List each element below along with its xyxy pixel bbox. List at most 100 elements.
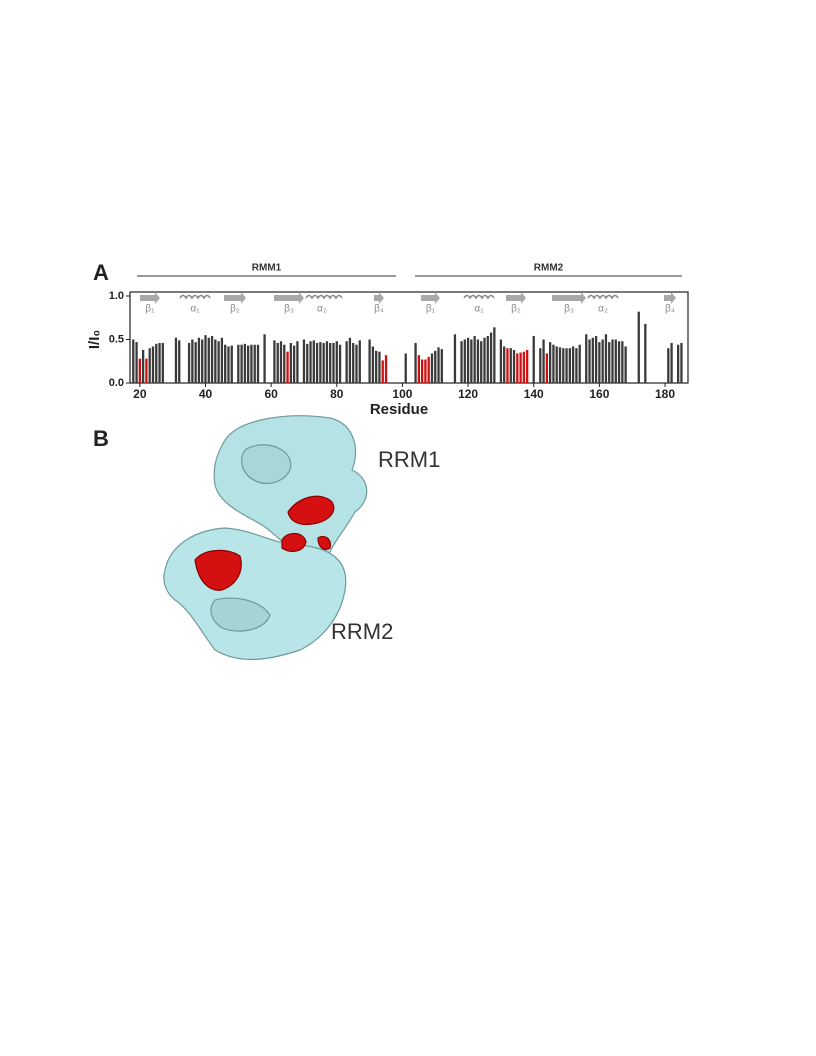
- bar: [499, 339, 503, 383]
- x-tick-label: 160: [589, 387, 609, 401]
- bar: [483, 337, 486, 383]
- bar: [384, 355, 388, 383]
- x-tick-label: 180: [655, 387, 675, 401]
- bar: [368, 339, 371, 383]
- bar: [214, 339, 217, 383]
- bar: [414, 342, 417, 383]
- bar: [292, 345, 296, 383]
- ss-label: α₂: [317, 304, 327, 315]
- bar: [224, 344, 227, 383]
- bar: [191, 339, 194, 383]
- bar: [417, 355, 420, 383]
- bar: [286, 351, 289, 383]
- bar: [489, 332, 493, 383]
- bar: [466, 337, 470, 383]
- x-axis-label: Residue: [370, 401, 428, 418]
- ss-label: β₄: [665, 304, 675, 315]
- bar: [526, 349, 529, 383]
- bar: [381, 360, 384, 383]
- bar: [601, 339, 604, 383]
- strand-arrow: [421, 292, 440, 304]
- bar: [306, 343, 309, 383]
- x-tick-label: 20: [133, 387, 147, 401]
- bar: [516, 353, 519, 383]
- bar: [302, 339, 306, 383]
- bar: [585, 334, 588, 383]
- y-tick-label: 0.0: [109, 377, 124, 389]
- ss-label: β₂: [511, 304, 521, 315]
- bar: [611, 339, 614, 383]
- bar: [201, 339, 204, 383]
- bar: [539, 348, 542, 383]
- bar: [624, 346, 627, 383]
- bar: [430, 353, 434, 383]
- bar: [598, 342, 601, 383]
- bar: [348, 337, 352, 383]
- bar: [378, 351, 381, 383]
- bar: [437, 347, 440, 383]
- bar: [548, 342, 552, 383]
- ss-label: β₄: [374, 304, 384, 315]
- bar: [335, 341, 338, 383]
- bar: [322, 342, 325, 383]
- structure-label: RRM1: [378, 447, 440, 472]
- bar: [509, 348, 512, 383]
- helix-coil: [463, 294, 495, 300]
- bar: [542, 339, 545, 383]
- bar: [473, 336, 476, 383]
- bar: [319, 342, 322, 383]
- bar: [562, 348, 565, 383]
- bar: [135, 342, 138, 383]
- bar: [355, 344, 358, 383]
- bar: [680, 342, 683, 383]
- bar: [148, 348, 151, 383]
- x-tick-label: 120: [458, 387, 478, 401]
- bar: [315, 342, 319, 383]
- strand-arrow: [506, 292, 526, 304]
- bar: [427, 356, 430, 383]
- bar: [247, 345, 250, 383]
- bar: [565, 348, 568, 383]
- bar: [309, 341, 312, 383]
- bar: [240, 344, 243, 383]
- bar: [670, 342, 673, 383]
- domain-label: RMM2: [534, 263, 564, 274]
- bar: [604, 334, 608, 383]
- bar: [545, 353, 549, 383]
- bar: [289, 342, 292, 383]
- bar: [250, 344, 253, 383]
- bar: [178, 340, 181, 383]
- domain-label: RMM1: [252, 263, 282, 274]
- bar: [532, 336, 535, 383]
- bar: [555, 346, 558, 383]
- x-tick-label: 40: [199, 387, 213, 401]
- protein-surface: [163, 415, 368, 660]
- bar: [132, 339, 135, 383]
- helix-coil: [587, 294, 619, 300]
- bar: [296, 341, 299, 383]
- bar: [187, 342, 191, 383]
- x-tick-label: 100: [392, 387, 412, 401]
- bar: [571, 346, 575, 383]
- bar: [522, 351, 526, 383]
- bar: [506, 348, 509, 383]
- bar: [608, 342, 611, 383]
- strand-arrow: [140, 292, 160, 304]
- bar: [519, 352, 522, 383]
- ss-label: β₁: [426, 304, 436, 315]
- helix-coil: [179, 294, 211, 300]
- bar: [463, 339, 466, 383]
- x-tick-label: 140: [524, 387, 544, 401]
- bar: [227, 346, 230, 383]
- bar: [329, 342, 332, 383]
- bar: [145, 358, 148, 383]
- bar: [253, 344, 256, 383]
- bar: [434, 350, 437, 383]
- bar: [420, 359, 424, 383]
- bar: [493, 327, 496, 383]
- bar: [594, 336, 598, 383]
- bar: [197, 337, 201, 383]
- y-axis-label: I/I₀: [86, 330, 103, 349]
- ss-label: β₃: [564, 304, 574, 315]
- panel-label: A: [93, 260, 109, 285]
